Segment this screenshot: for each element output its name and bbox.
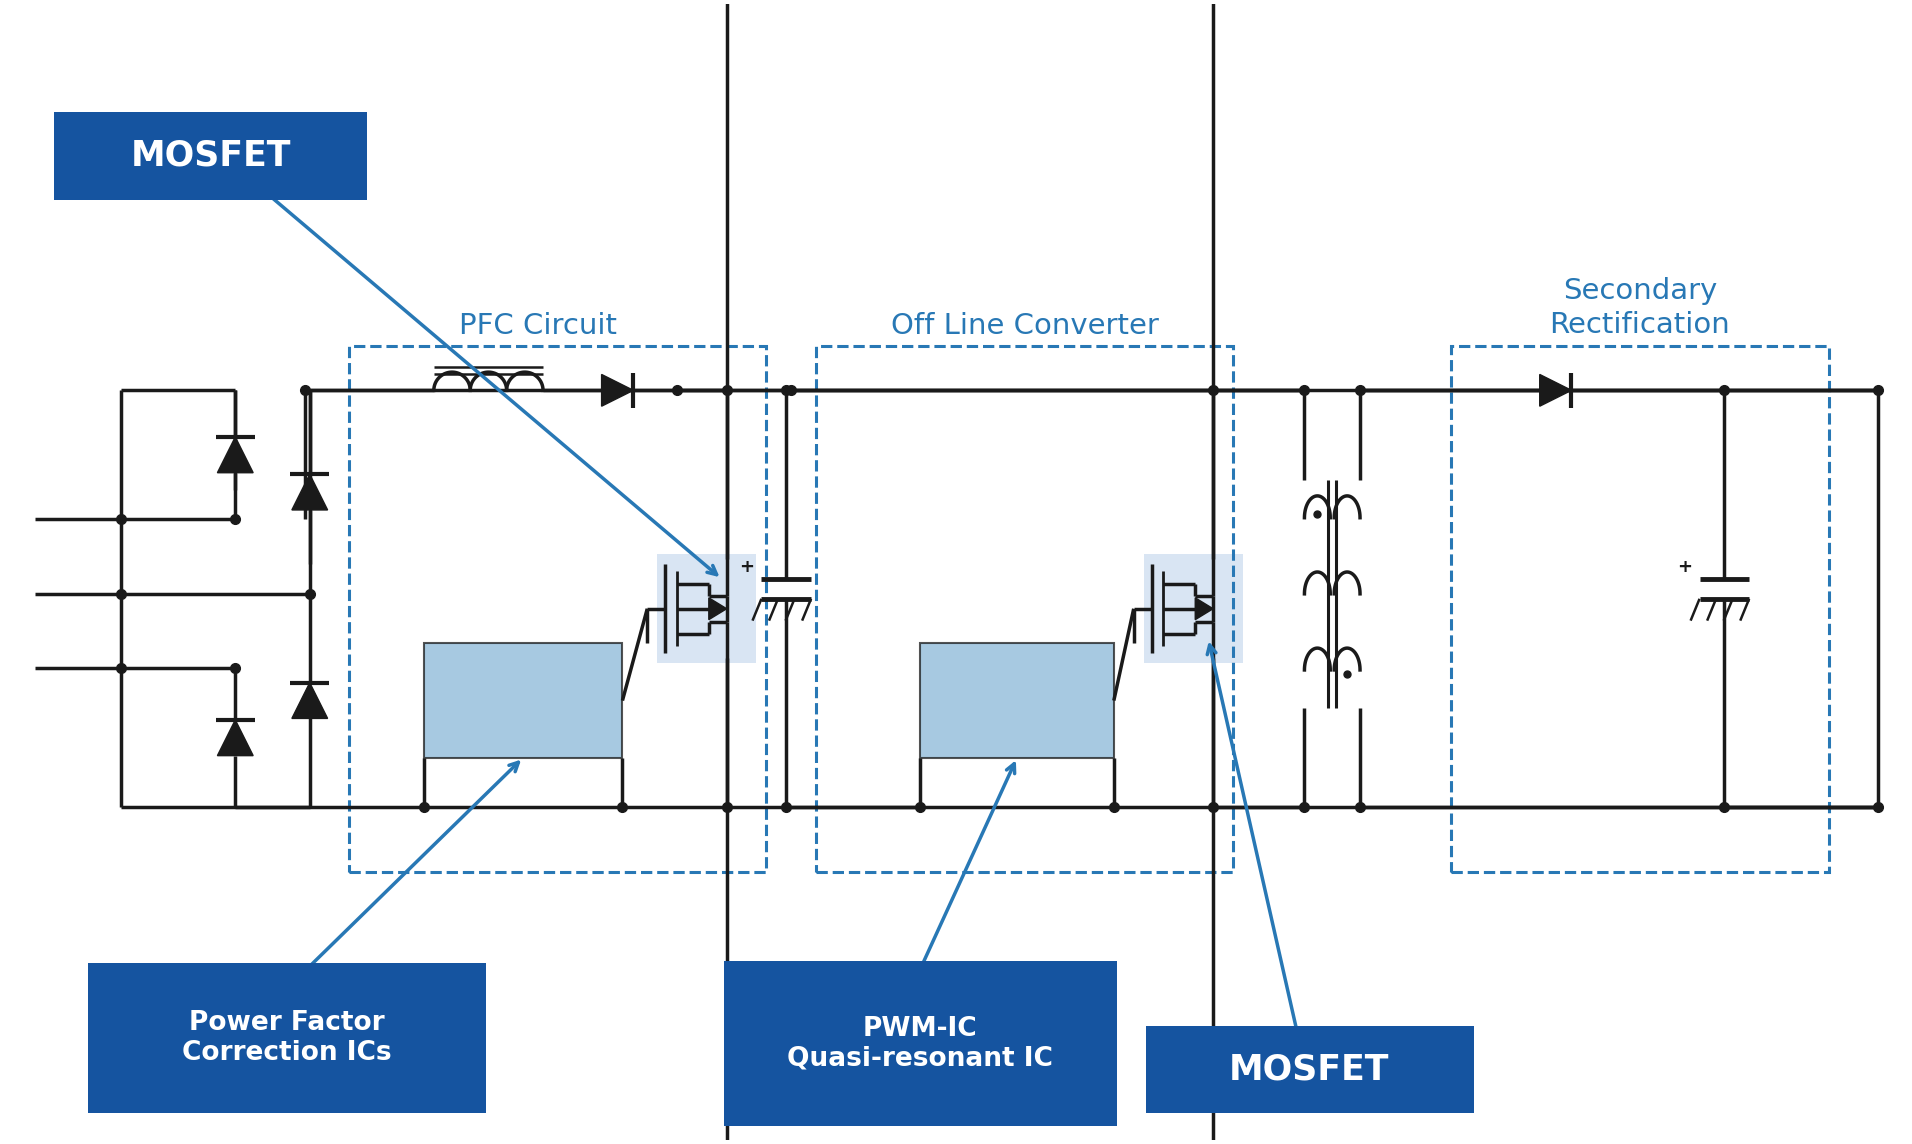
Text: Power Factor
Correction ICs: Power Factor Correction ICs bbox=[182, 1010, 392, 1065]
FancyBboxPatch shape bbox=[54, 112, 367, 200]
Polygon shape bbox=[293, 683, 327, 718]
Text: Off Line Converter: Off Line Converter bbox=[891, 312, 1159, 340]
Text: MOSFET: MOSFET bbox=[1229, 1052, 1390, 1087]
FancyBboxPatch shape bbox=[658, 554, 757, 664]
FancyBboxPatch shape bbox=[725, 961, 1117, 1126]
Polygon shape bbox=[709, 598, 727, 620]
Polygon shape bbox=[218, 437, 252, 472]
Polygon shape bbox=[293, 475, 327, 510]
FancyBboxPatch shape bbox=[88, 963, 486, 1113]
FancyBboxPatch shape bbox=[1145, 1026, 1474, 1113]
FancyBboxPatch shape bbox=[424, 643, 623, 757]
Text: PFC Circuit: PFC Circuit bbox=[459, 312, 618, 340]
FancyBboxPatch shape bbox=[1143, 554, 1243, 664]
FancyBboxPatch shape bbox=[920, 643, 1115, 757]
Text: MOSFET: MOSFET bbox=[130, 138, 291, 172]
Text: +: + bbox=[740, 558, 753, 577]
Polygon shape bbox=[1195, 598, 1212, 620]
Polygon shape bbox=[218, 720, 252, 756]
Polygon shape bbox=[602, 374, 633, 406]
Polygon shape bbox=[1539, 374, 1572, 406]
Text: +: + bbox=[1677, 558, 1692, 577]
Text: Secondary
Rectification: Secondary Rectification bbox=[1549, 277, 1730, 340]
Text: PWM-IC
Quasi-resonant IC: PWM-IC Quasi-resonant IC bbox=[788, 1016, 1054, 1072]
